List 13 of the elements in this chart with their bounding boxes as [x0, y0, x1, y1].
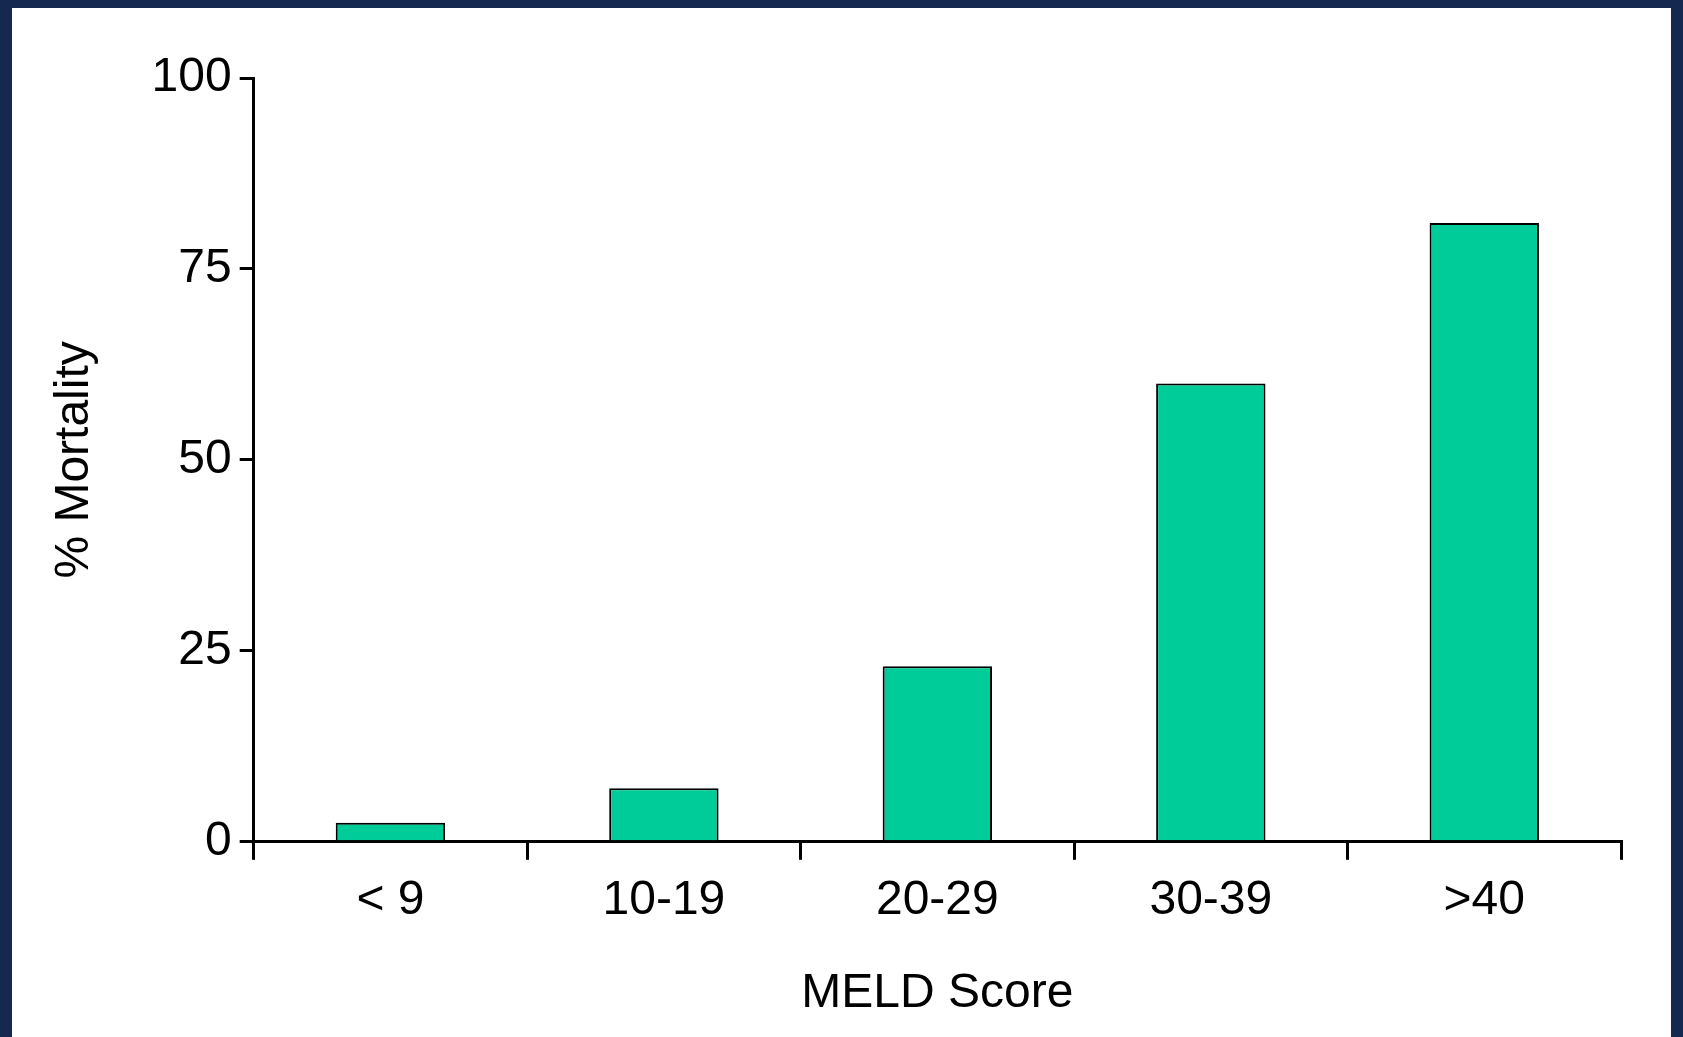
y-tick-label: 0 — [204, 812, 232, 866]
y-tick-label: 25 — [178, 621, 232, 675]
x-tick-label: >40 — [1443, 870, 1525, 924]
y-axis-title: % Mortality — [45, 341, 99, 579]
slide-frame: MELD Score % Mortality < 9 10-19 20-29 30-39 >40 0 25 50 75 100 — [12, 8, 1671, 1037]
y-tick-label: 75 — [178, 239, 232, 293]
y-tick-label: 100 — [151, 48, 232, 102]
x-tick-label: 10-19 — [602, 870, 726, 924]
x-axis-title: MELD Score — [801, 964, 1074, 1018]
y-tick-label: 50 — [178, 430, 232, 484]
x-tick-label: < 9 — [356, 870, 425, 924]
x-tick-label: 30-39 — [1149, 870, 1273, 924]
x-tick-label: 20-29 — [875, 870, 999, 924]
